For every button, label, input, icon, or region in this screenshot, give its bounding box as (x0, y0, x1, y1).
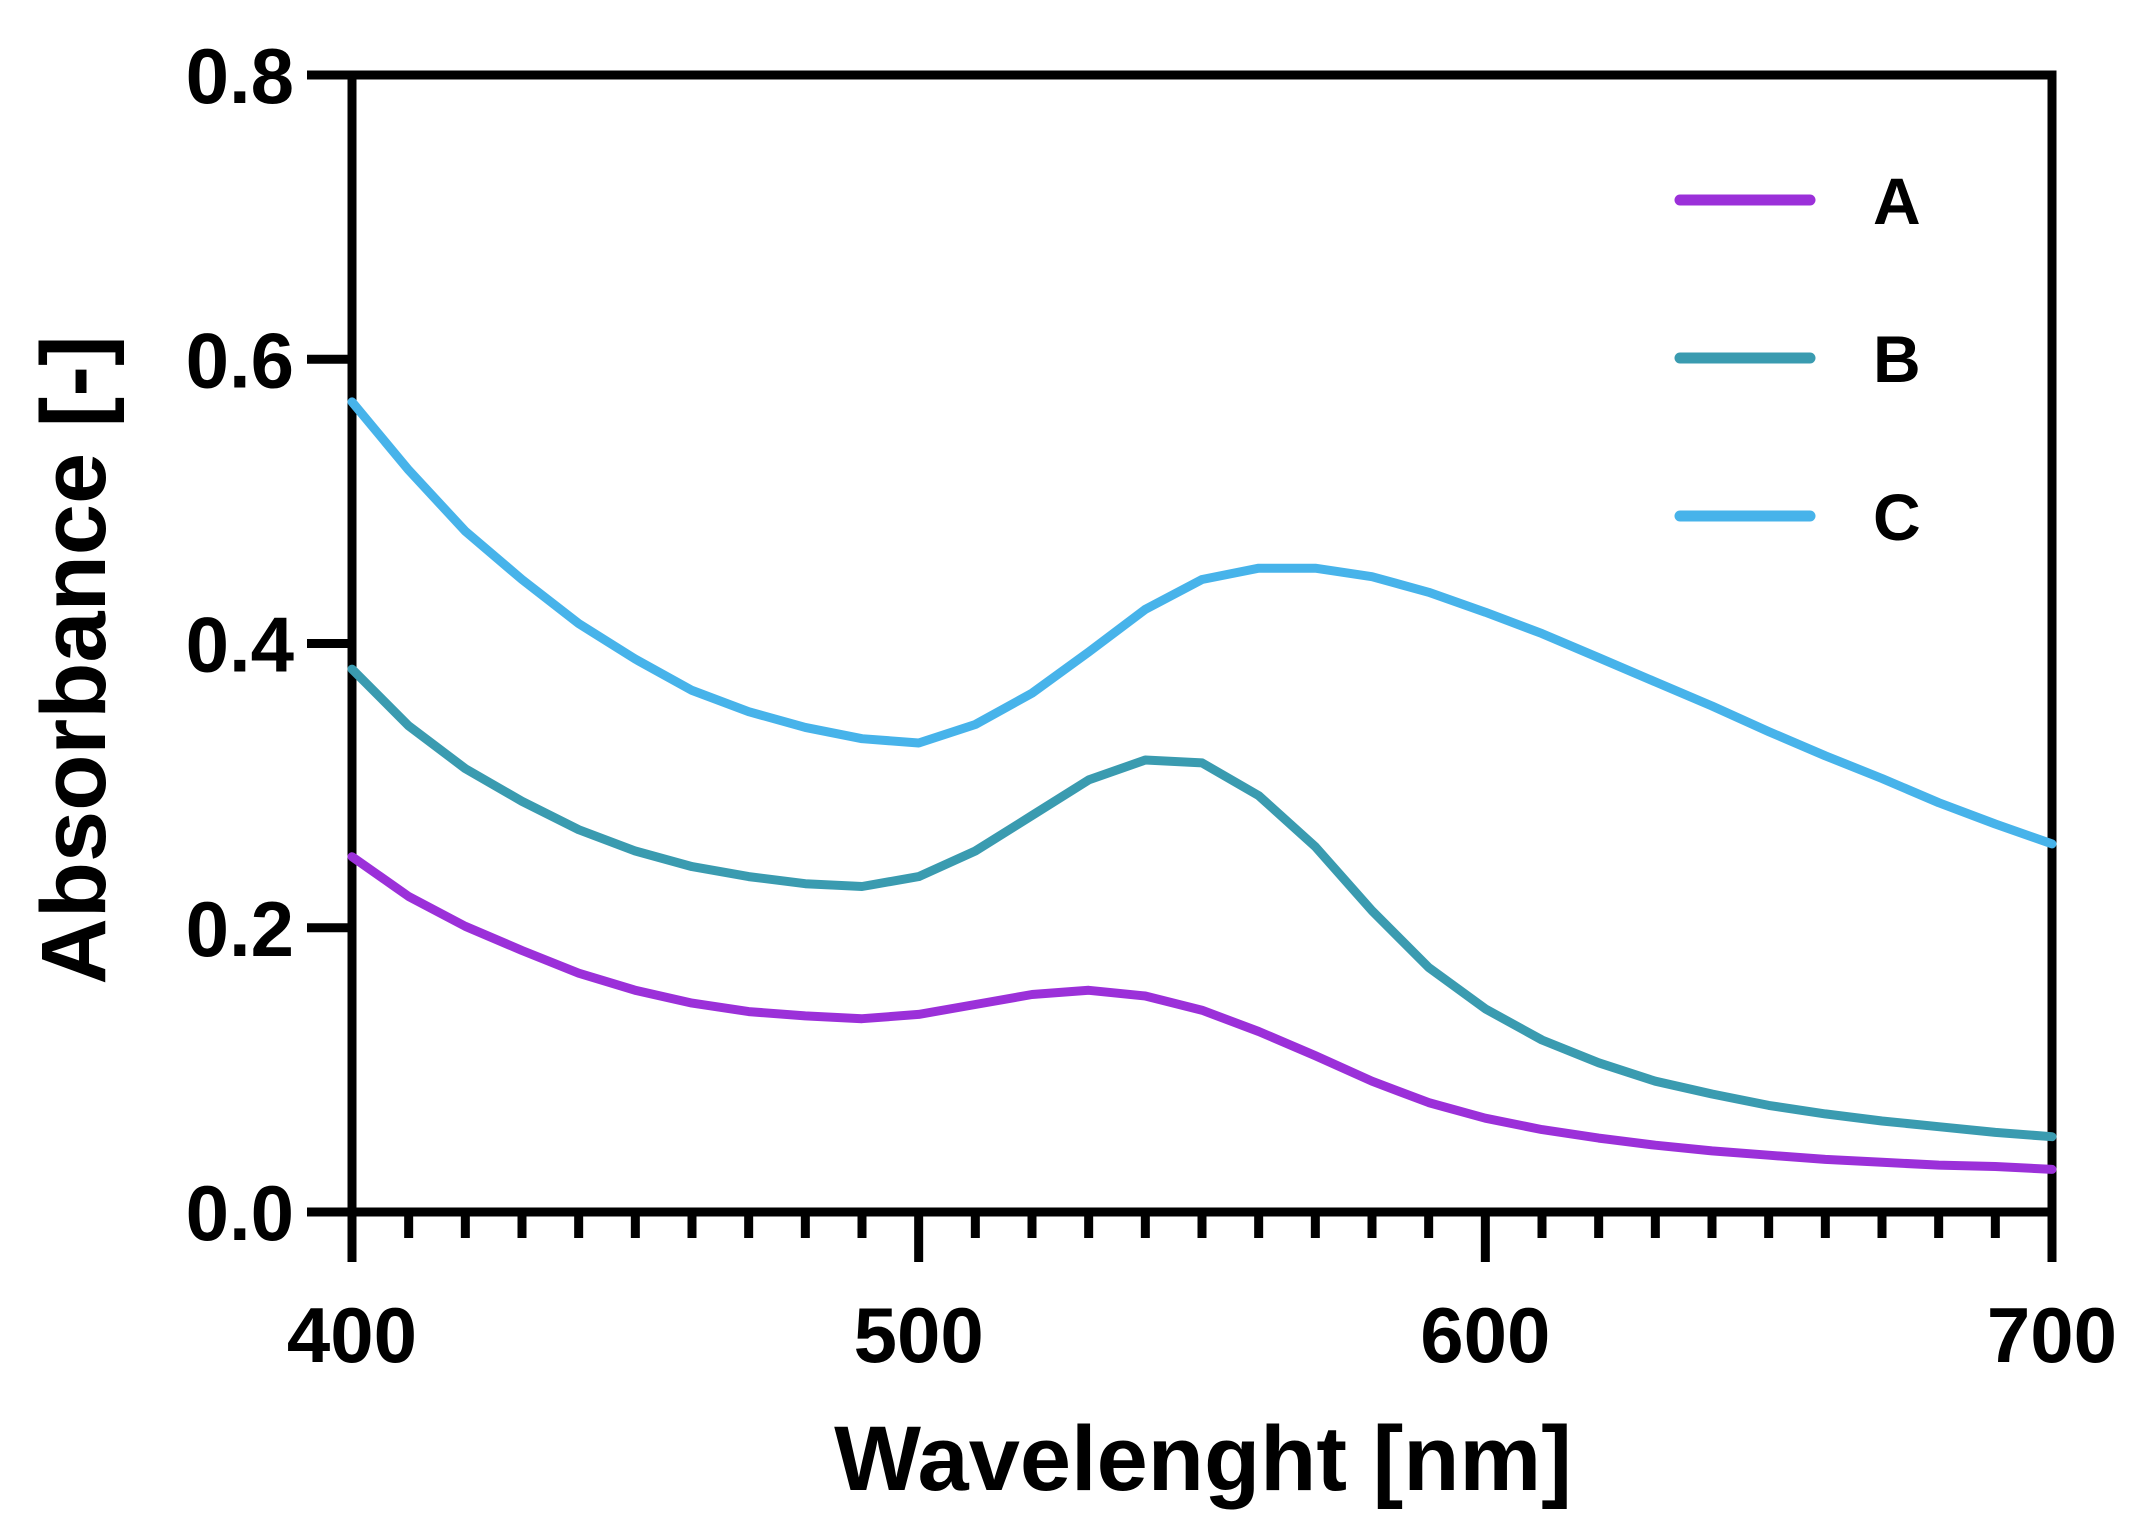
y-tick-label: 0.2 (186, 885, 294, 973)
x-tick-label: 600 (1420, 1291, 1550, 1379)
y-axis-title: Absorbance [-] (23, 335, 125, 984)
y-tick-label: 0.6 (186, 316, 294, 404)
legend-label-c: C (1873, 480, 1921, 554)
legend: A B C (1674, 164, 1921, 554)
series-line-a (347, 852, 2057, 1174)
y-tick-label: 0.4 (186, 601, 294, 689)
y-tick-label: 0.8 (186, 32, 294, 120)
y-tick-label: 0.0 (186, 1169, 294, 1257)
legend-label-b: B (1873, 322, 1921, 396)
series-layer (347, 397, 2057, 1174)
x-axis-title: Wavelenght [nm] (834, 1408, 1572, 1510)
series-line-b (347, 664, 2057, 1142)
series-line-c (347, 397, 2057, 849)
x-tick-label: 500 (854, 1291, 984, 1379)
x-tick-label: 400 (287, 1291, 417, 1379)
axes-layer: 0.0 0.2 0.4 0.6 0.8 400 500 600 700 (186, 32, 2118, 1379)
x-tick-label: 700 (1987, 1291, 2117, 1379)
legend-label-a: A (1873, 164, 1921, 238)
